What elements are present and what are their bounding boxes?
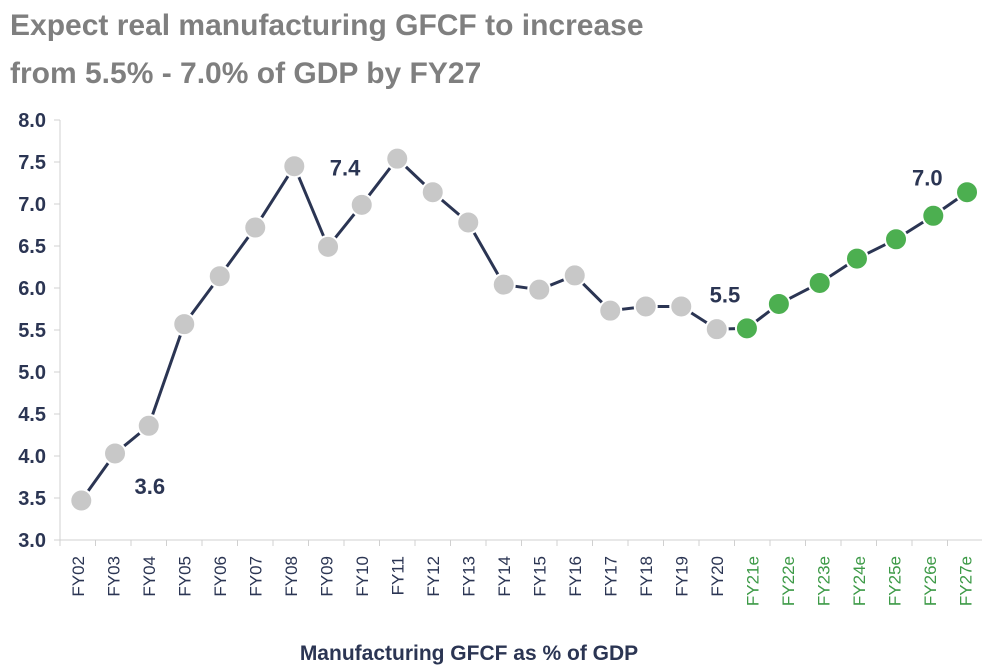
x-tick-label: FY05	[175, 556, 194, 597]
data-label: 5.5	[710, 282, 741, 307]
actual-data-point	[243, 215, 268, 240]
actual-data-point	[669, 294, 694, 319]
x-tick-label: FY23e	[814, 556, 833, 606]
actual-data-point	[527, 277, 552, 302]
x-tick-label: FY16	[566, 556, 585, 597]
x-tick-label: FY13	[459, 556, 478, 597]
actual-data-point	[633, 294, 658, 319]
actual-data-point	[207, 264, 232, 289]
data-label: 3.6	[135, 474, 166, 499]
estimate-data-point	[921, 203, 946, 228]
x-tick-label: FY08	[282, 556, 301, 597]
x-tick-label: FY24e	[850, 556, 869, 606]
estimate-data-point	[734, 316, 759, 341]
estimate-data-point	[844, 246, 869, 271]
actual-data-point	[562, 263, 587, 288]
y-tick-label: 4.0	[18, 446, 46, 468]
x-tick-label: FY17	[601, 556, 620, 597]
actual-data-point	[491, 272, 516, 297]
actual-data-point	[172, 312, 197, 337]
actual-data-point	[704, 317, 729, 342]
x-tick-label: FY15	[530, 556, 549, 597]
actual-data-point	[349, 192, 374, 217]
chart-title: Expect real manufacturing GFCF to increa…	[10, 2, 910, 98]
x-tick-label: FY22e	[779, 556, 798, 606]
x-tick-label: FY21e	[743, 556, 762, 606]
x-axis: FY02 FY03 FY04 FY05 FY06 FY07 FY08 FY09 FY10 FY11…	[59, 539, 982, 606]
estimate-data-point	[955, 180, 980, 205]
estimate-data-point	[766, 291, 791, 316]
y-axis: 8.0 7.5 7.0 6.5 6.0 5.5 5.0 4.5 4.0 3.5 3.0	[18, 110, 61, 552]
actual-data-point	[385, 146, 410, 171]
x-tick-label: FY03	[104, 556, 123, 597]
actual-data-point	[420, 180, 445, 205]
y-tick-label: 5.5	[18, 320, 46, 342]
x-axis-title: Manufacturing GFCF as % of GDP	[300, 642, 638, 665]
x-tick-label: FY02	[69, 556, 88, 597]
y-tick-label: 7.0	[18, 194, 46, 216]
x-tick-label: FY26e	[921, 556, 940, 606]
data-labels: 3.6 7.4 5.5 7.0	[135, 155, 943, 498]
y-tick-label: 3.5	[18, 488, 46, 510]
actual-data-point	[456, 210, 481, 235]
x-tick-label: FY12	[424, 556, 443, 597]
x-tick-label: FY20	[708, 556, 727, 597]
y-tick-label: 8.0	[18, 110, 46, 132]
series-group	[69, 146, 980, 513]
x-tick-label: FY06	[211, 556, 230, 597]
x-tick-label: FY10	[353, 556, 372, 597]
y-tick-label: 5.0	[18, 362, 46, 384]
data-label: 7.4	[330, 155, 361, 180]
x-tick-label: FY18	[637, 556, 656, 597]
actual-data-point	[316, 234, 341, 259]
actual-data-point	[103, 441, 128, 466]
x-tick-label: FY09	[317, 556, 336, 597]
actual-data-point	[136, 413, 161, 438]
y-tick-label: 7.5	[18, 152, 46, 174]
estimate-data-point	[807, 270, 832, 295]
y-tick-label: 6.0	[18, 278, 46, 300]
y-tick-label: 3.0	[18, 530, 46, 552]
x-tick-label: FY27e	[956, 556, 975, 606]
x-tick-label: FY19	[672, 556, 691, 597]
actual-data-point	[598, 298, 623, 323]
x-tick-label: FY07	[246, 556, 265, 597]
x-tick-label: FY11	[388, 556, 407, 595]
actual-data-point	[282, 154, 307, 179]
chart-title-line-2: from 5.5% - 7.0% of GDP by FY27	[10, 57, 482, 90]
actual-data-point	[69, 488, 94, 513]
chart-title-line-1: Expect real manufacturing GFCF to increa…	[10, 9, 644, 42]
y-tick-label: 4.5	[18, 404, 46, 426]
x-tick-label: FY14	[495, 556, 514, 597]
estimate-data-point	[884, 227, 909, 252]
series-line	[80, 157, 968, 502]
data-label: 7.0	[912, 166, 943, 191]
x-tick-label: FY25e	[885, 556, 904, 606]
y-tick-label: 6.5	[18, 236, 46, 258]
x-tick-label: FY04	[140, 556, 159, 597]
